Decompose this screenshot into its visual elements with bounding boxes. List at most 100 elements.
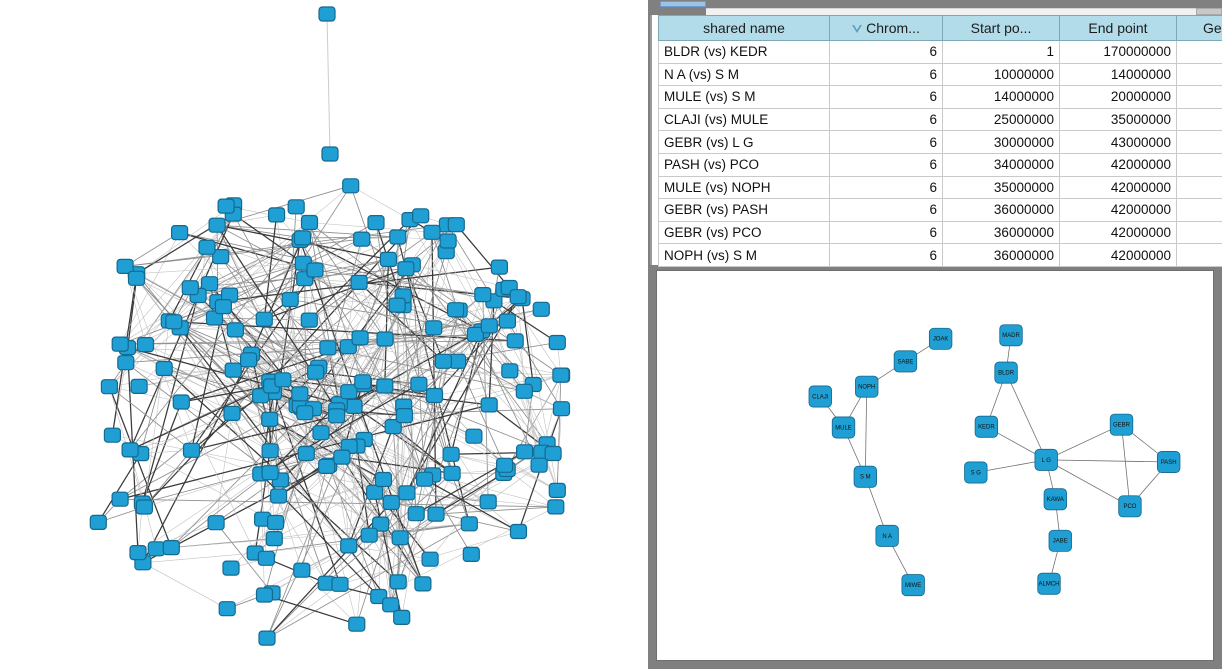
network-edge[interactable] [263,185,352,320]
network-edge[interactable] [864,386,868,477]
network-node[interactable] [439,233,457,249]
network-edge[interactable] [348,445,358,546]
network-node[interactable] [366,484,384,500]
network-node[interactable] [479,494,497,510]
table-row[interactable]: GEBR (vs) PASH636000000420000008.9 [658,198,1222,222]
network-edge[interactable] [403,295,456,310]
network-edge[interactable] [260,392,275,474]
network-edge[interactable] [140,368,165,454]
network-edge[interactable] [373,492,403,618]
network-node[interactable] [427,506,445,522]
table-tab-indicator[interactable] [660,1,706,7]
network-node[interactable]: PASH [1156,451,1181,473]
network-edge[interactable] [112,434,407,494]
network-edge[interactable] [138,294,230,387]
network-node[interactable] [321,146,339,162]
network-node[interactable] [165,314,183,330]
network-edge[interactable] [280,479,381,525]
network-node[interactable]: S G [964,461,988,484]
network-edge[interactable] [435,472,505,515]
network-edge[interactable] [220,256,350,447]
network-edge[interactable] [235,329,435,396]
network-edge[interactable] [309,231,433,321]
network-node[interactable] [261,465,279,481]
network-edge[interactable] [269,392,274,473]
network-node[interactable] [389,574,407,590]
network-node[interactable] [291,386,309,402]
network-edge[interactable] [179,222,377,329]
network-node[interactable] [270,488,288,504]
network-edge[interactable] [282,319,310,380]
network-edge[interactable] [119,213,234,345]
network-node[interactable] [509,289,527,305]
network-node[interactable] [348,616,366,632]
network-edge[interactable] [143,412,233,508]
network-node[interactable] [319,340,337,356]
network-node[interactable] [548,482,566,498]
network-edge[interactable] [179,327,233,414]
network-node[interactable] [240,352,258,368]
network-node-shape[interactable] [853,465,878,488]
network-node[interactable] [226,322,244,338]
network-node[interactable] [136,337,155,353]
network-edge[interactable] [120,340,516,345]
network-node[interactable] [501,363,519,379]
network-node[interactable] [130,378,148,394]
network-edge[interactable] [290,299,482,332]
network-node[interactable] [205,310,224,326]
network-node[interactable] [434,353,452,369]
network-edge[interactable] [362,381,558,491]
network-node-shape[interactable] [808,385,832,408]
network-edge[interactable] [251,353,337,411]
table-row[interactable]: GEBR (vs) PCO636000000420000008.4 [658,220,1222,245]
network-edge[interactable] [262,479,384,520]
network-node[interactable] [127,270,146,286]
network-edge[interactable] [489,325,562,376]
network-node[interactable] [296,405,314,421]
network-node[interactable] [111,336,129,352]
network-node-shape[interactable] [928,327,953,350]
network-node[interactable] [342,178,360,194]
network-node-shape[interactable] [1048,529,1072,552]
network-node[interactable] [530,457,548,473]
network-edge[interactable] [301,407,489,503]
network-node[interactable] [307,364,325,380]
network-edge[interactable] [451,454,505,466]
network-node-shape[interactable] [1034,448,1058,471]
network-node[interactable] [207,515,225,531]
network-node[interactable] [532,301,550,317]
network-node[interactable]: JOAK [928,327,953,350]
network-node[interactable] [498,313,516,329]
main-network-panel[interactable] [0,0,648,669]
network-node[interactable] [506,333,524,349]
network-edge[interactable] [125,238,362,267]
network-node[interactable] [490,259,508,275]
network-edge[interactable] [327,347,525,392]
network-node[interactable] [421,551,439,567]
table-row[interactable]: CLAJI (vs) MULE625000000350000005.9 [658,107,1222,132]
network-edge[interactable] [266,502,392,639]
network-edge[interactable] [975,459,1047,473]
network-edge[interactable] [179,327,403,618]
network-node[interactable] [155,360,173,377]
network-node[interactable]: L G [1034,448,1058,471]
network-node[interactable] [223,405,241,421]
network-node[interactable] [425,387,444,404]
network-node[interactable] [261,411,279,427]
network-edge[interactable] [191,450,261,475]
network-node[interactable]: NOPH [855,375,879,398]
network-edge[interactable] [179,232,265,320]
network-node[interactable] [116,258,134,274]
network-node[interactable] [293,562,311,578]
network-node[interactable] [214,299,232,315]
network-edge[interactable] [390,415,405,605]
network-node[interactable]: GEBR [1109,413,1134,436]
network-edge[interactable] [507,469,556,508]
network-edge[interactable] [129,222,310,451]
network-edge[interactable] [164,368,270,420]
network-node[interactable] [318,6,336,22]
network-node[interactable] [255,311,273,327]
network-edge[interactable] [109,321,175,387]
network-edge[interactable] [457,361,505,466]
network-node[interactable] [340,538,358,554]
